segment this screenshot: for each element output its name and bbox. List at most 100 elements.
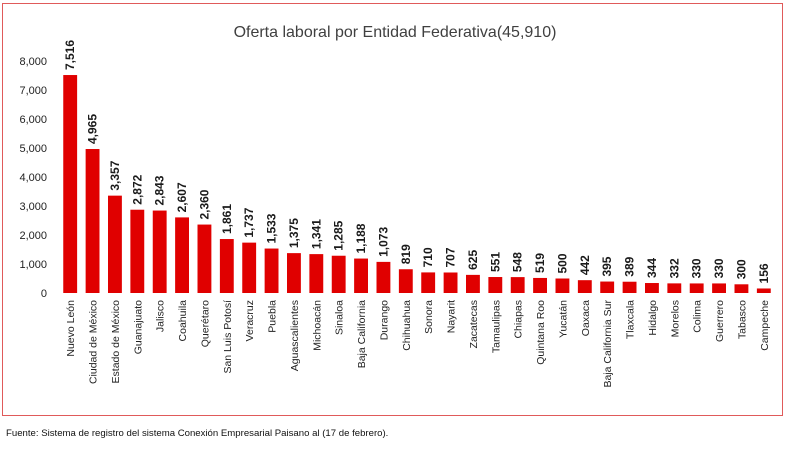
x-tick-label: Puebla — [267, 300, 279, 333]
x-tick-label: Estado de México — [110, 300, 122, 384]
x-tick-label: Campeche — [759, 300, 771, 351]
bar — [63, 75, 78, 293]
data-label: 1,533 — [265, 213, 279, 243]
data-label: 519 — [533, 253, 547, 273]
data-label: 710 — [421, 247, 435, 267]
data-label: 395 — [600, 256, 614, 276]
data-label: 7,516 — [63, 40, 77, 70]
bar — [443, 272, 458, 293]
data-label: 707 — [444, 247, 458, 267]
data-label: 1,073 — [376, 227, 390, 257]
data-label: 1,188 — [354, 223, 368, 253]
x-tick-label: Michoacán — [311, 300, 323, 351]
data-label: 332 — [667, 258, 681, 278]
x-tick-label: Sonora — [423, 300, 435, 334]
bar — [689, 283, 704, 293]
bar — [152, 210, 167, 293]
data-label: 1,737 — [242, 207, 256, 237]
x-tick-label: Tamaulipas — [490, 300, 502, 353]
bar — [734, 284, 749, 293]
y-tick-label: 7,000 — [19, 85, 47, 97]
y-tick-label: 5,000 — [19, 143, 47, 155]
y-tick-label: 8,000 — [19, 56, 47, 68]
chart-title: Oferta laboral por Entidad Federativa(45… — [234, 24, 557, 41]
value-labels: 7,516 4,965 3,357 2,872 2,843 2,607 2,360 1,861… — [63, 40, 771, 284]
x-tick-label: San Luis Potosí — [222, 300, 234, 374]
source-note: Fuente: Sistema de registro del sistema … — [6, 428, 389, 439]
bar — [466, 274, 480, 293]
x-tick-label: Zacatecas — [468, 300, 480, 348]
x-tick-label: Veracruz — [244, 300, 256, 341]
data-label: 2,607 — [175, 182, 189, 212]
bar — [555, 278, 570, 293]
data-label: 442 — [578, 255, 592, 275]
x-tick-label: Nayarit — [446, 300, 458, 333]
x-tick-label: Hidalgo — [647, 300, 659, 336]
chart-frame: Oferta laboral por Entidad Federativa(45… — [2, 3, 783, 416]
data-label: 389 — [623, 256, 637, 276]
data-label: 548 — [511, 252, 525, 272]
bar — [242, 242, 257, 293]
bar — [667, 283, 682, 293]
x-tick-label: Querétaro — [199, 300, 211, 347]
bar — [108, 195, 122, 293]
bar — [577, 280, 592, 293]
bar — [421, 272, 436, 293]
data-label: 500 — [555, 253, 569, 273]
bar — [354, 258, 368, 293]
x-tick-label: Colima — [692, 300, 704, 333]
bar — [712, 283, 726, 293]
x-tick-label: Tlaxcala — [625, 300, 637, 339]
bar — [197, 224, 212, 293]
data-label: 551 — [488, 252, 502, 272]
bar — [510, 277, 525, 293]
x-tick-label: Guanajuato — [132, 300, 144, 354]
bar — [645, 283, 659, 293]
x-tick-label: Oaxaca — [580, 300, 592, 336]
x-tick-label: Chiapas — [513, 300, 525, 339]
x-tick-label: Yucatán — [557, 300, 569, 338]
x-tick-label: Morelos — [669, 300, 681, 337]
data-label: 3,357 — [108, 160, 122, 190]
bar — [756, 288, 771, 293]
bars — [63, 75, 771, 293]
x-tick-label: Jalisco — [155, 300, 167, 332]
x-tick-label: Nuevo León — [65, 300, 77, 357]
data-label: 2,843 — [153, 175, 167, 205]
bar — [309, 254, 324, 293]
x-tick-label: Baja California Sur — [602, 300, 614, 388]
bar — [175, 217, 189, 293]
x-tick-label: Sinaloa — [334, 300, 346, 335]
bar — [85, 149, 100, 293]
x-tick-label: Coahuila — [177, 300, 189, 342]
bar-chart: Oferta laboral por Entidad Federativa(45… — [19, 24, 771, 388]
x-tick-label: Chihuahua — [401, 300, 413, 351]
y-tick-label: 6,000 — [19, 114, 47, 126]
data-label: 625 — [466, 250, 480, 270]
bar — [331, 255, 346, 293]
y-tick-label: 0 — [41, 288, 47, 300]
data-label: 330 — [712, 258, 726, 278]
bar — [488, 277, 503, 293]
y-tick-label: 3,000 — [19, 201, 47, 213]
bar — [219, 239, 234, 293]
x-tick-label: Baja California — [356, 300, 368, 368]
bar — [264, 248, 279, 293]
data-label: 1,285 — [332, 220, 346, 250]
bar — [130, 209, 145, 293]
data-label: 819 — [399, 244, 413, 264]
data-label: 1,861 — [220, 204, 234, 234]
bar — [533, 277, 547, 293]
data-label: 300 — [734, 259, 748, 279]
y-tick-label: 2,000 — [19, 230, 47, 242]
x-tick-label: Durango — [378, 300, 390, 340]
x-tick-label: Ciudad de México — [88, 300, 100, 384]
y-axis: 0 1,000 2,000 3,000 4,000 5,000 6,000 7,000 8,00… — [19, 56, 47, 300]
data-label: 2,872 — [130, 174, 144, 204]
data-label: 330 — [690, 258, 704, 278]
y-tick-label: 4,000 — [19, 172, 47, 184]
data-label: 1,375 — [287, 218, 301, 248]
data-label: 2,360 — [197, 189, 211, 219]
bar — [398, 269, 413, 293]
data-label: 344 — [645, 258, 659, 278]
